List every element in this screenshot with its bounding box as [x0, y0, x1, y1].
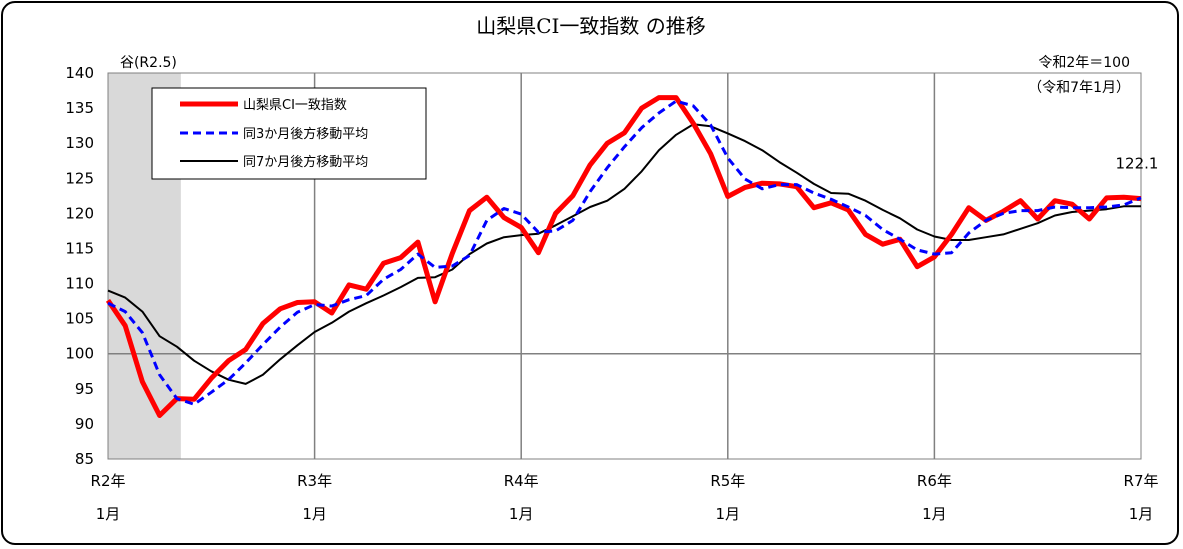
period-note: （令和7年1月） — [1028, 80, 1130, 96]
y-tick-label: 85 — [75, 450, 94, 468]
legend-label: 同3か月後方移動平均 — [243, 126, 368, 142]
last-value-label: 122.1 — [1116, 155, 1159, 173]
x-tick-month: 1月 — [509, 505, 534, 523]
x-tick-year: R3年 — [297, 472, 332, 490]
y-axis: 85 90 95 100 105 110 115 120 125 130 135 140 — [65, 64, 94, 468]
recession-label: 谷(R2.5) — [120, 55, 177, 71]
x-tick-year: R5年 — [710, 472, 745, 490]
y-tick-label: 110 — [65, 275, 94, 293]
y-tick-label: 120 — [65, 204, 94, 222]
y-tick-label: 135 — [65, 99, 94, 117]
y-tick-label: 125 — [65, 169, 94, 187]
base-year-note: 令和2年＝100 — [1038, 55, 1130, 71]
x-tick-year: R2年 — [91, 472, 126, 490]
legend-label: 山梨県CI一致指数 — [243, 98, 347, 113]
y-tick-label: 90 — [75, 415, 94, 433]
y-tick-label: 100 — [65, 345, 94, 363]
x-tick-month: 1月 — [716, 505, 741, 523]
x-tick-month: 1月 — [1129, 505, 1154, 523]
y-tick-label: 95 — [75, 380, 94, 398]
x-tick-month: 1月 — [302, 505, 327, 523]
x-tick-year: R7年 — [1124, 472, 1159, 490]
chart-title: 山梨県CI一致指数 の推移 — [476, 14, 706, 38]
y-tick-label: 130 — [65, 134, 94, 152]
grid-lines — [108, 73, 1141, 459]
x-tick-year: R6年 — [917, 472, 952, 490]
legend-label: 同7か月後方移動平均 — [243, 154, 368, 170]
series-lines — [105, 95, 1142, 418]
plot-area — [107, 72, 1142, 460]
series-line-ci — [105, 95, 1142, 418]
y-tick-label: 105 — [65, 310, 94, 328]
x-axis: R2年 1月 R3年 1月 R4年 1月 R5年 1月 R6年 1月 R7年 1月 — [91, 472, 1159, 523]
x-tick-month: 1月 — [922, 505, 947, 523]
x-tick-year: R4年 — [504, 472, 539, 490]
y-tick-label: 115 — [65, 239, 94, 257]
series-line-ma7 — [107, 123, 1141, 385]
y-tick-label: 140 — [65, 64, 94, 82]
x-tick-month: 1月 — [96, 505, 121, 523]
series-line-ma3 — [107, 99, 1142, 406]
